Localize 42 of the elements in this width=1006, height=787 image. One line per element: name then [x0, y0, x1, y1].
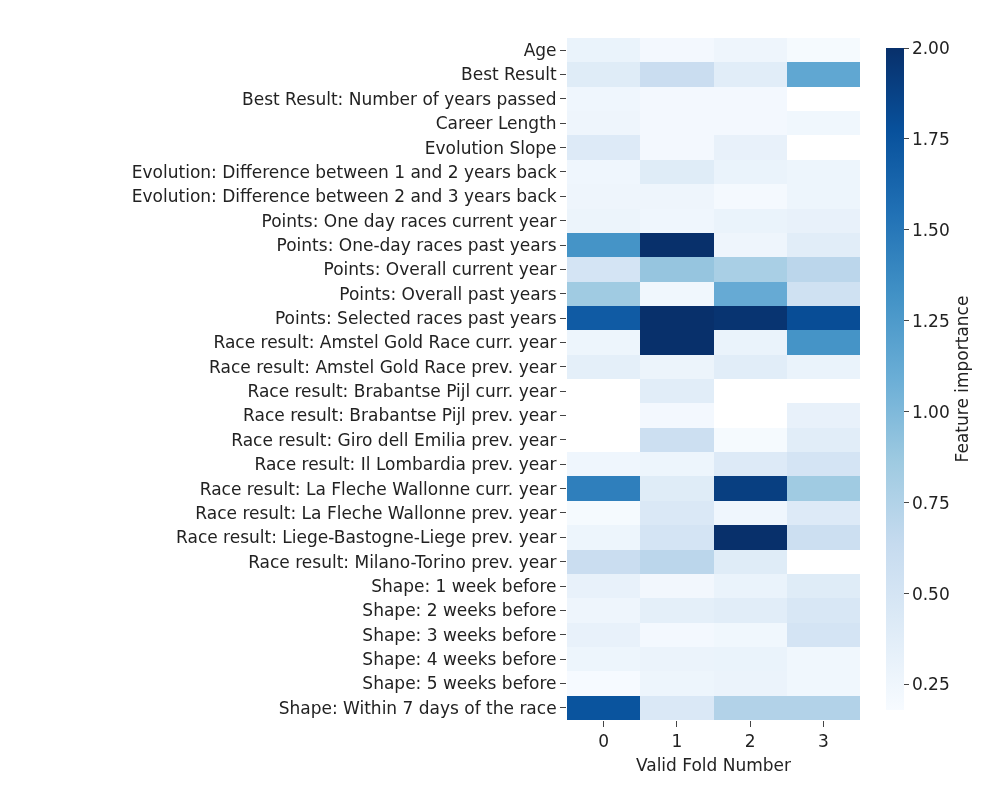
y-tick-label: Race result: Brabantse Pijl curr. year	[247, 381, 557, 402]
y-tick-label: Race result: Amstel Gold Race prev. year	[209, 356, 557, 377]
color-bar-label: 0.25	[911, 674, 950, 695]
y-tick-label: Race result: La Fleche Wallonne curr. year	[199, 478, 557, 499]
y-tick-label: Race result: Brabantse Pijl prev. year	[243, 405, 557, 426]
y-tick-label: Points: Selected races past years	[274, 308, 557, 329]
color-bar-label: 2.00	[911, 37, 950, 58]
x-tick-label: 3	[817, 731, 829, 752]
y-tick-label: Evolution: Difference between 1 and 2 years back	[131, 161, 557, 182]
y-tick-label: Career Length	[435, 113, 557, 134]
color-bar-title: Feature importance	[951, 295, 972, 463]
color-bar-label: 0.75	[911, 492, 950, 513]
color-bar-label: 0.50	[911, 583, 950, 604]
y-tick-label: Evolution Slope	[424, 137, 557, 158]
x-tick-label: 2	[744, 731, 756, 752]
y-tick-label: Shape: 5 weeks before	[362, 673, 557, 694]
y-tick-label: Race result: Liege-Bastogne-Liege prev. year	[176, 527, 557, 548]
x-tick-label: 0	[598, 731, 610, 752]
color-bar-label: 1.75	[911, 128, 950, 149]
y-tick-label: Race result: Il Lombardia prev. year	[254, 454, 557, 475]
y-tick-label: Points: One day races current year	[261, 210, 557, 231]
y-tick-label: Shape: 4 weeks before	[362, 649, 557, 670]
color-bar-label: 1.00	[911, 401, 950, 422]
y-tick-label: Shape: 1 week before	[371, 575, 557, 596]
x-axis-title: Valid Fold Number	[635, 754, 792, 775]
y-tick-label: Shape: 2 weeks before	[362, 600, 557, 621]
y-tick-label: Race result: Milano-Torino prev. year	[248, 551, 557, 572]
y-tick-label: Points: Overall current year	[323, 259, 557, 280]
y-tick-label: Points: One-day races past years	[276, 234, 557, 255]
x-tick-label: 1	[671, 731, 683, 752]
y-tick-label: Race result: Giro dell Emilia prev. year	[231, 429, 557, 450]
color-bar-label: 1.50	[911, 219, 950, 240]
y-tick-label: Best Result	[461, 64, 557, 85]
y-tick-label: Points: Overall past years	[339, 283, 557, 304]
y-tick-label: Evolution: Difference between 2 and 3 years back	[131, 186, 557, 207]
y-tick-label: Shape: Within 7 days of the race	[278, 697, 557, 718]
y-tick-label: Age	[523, 40, 557, 61]
y-tick-label: Race result: Amstel Gold Race curr. year	[213, 332, 557, 353]
color-bar-label: 1.25	[911, 310, 950, 331]
y-tick-label: Shape: 3 weeks before	[362, 624, 557, 645]
y-tick-label: Race result: La Fleche Wallonne prev. year	[195, 502, 557, 523]
y-tick-label: Best Result: Number of years passed	[242, 88, 557, 109]
